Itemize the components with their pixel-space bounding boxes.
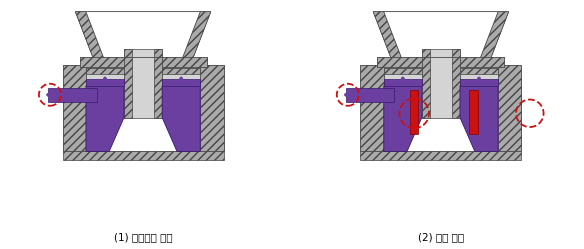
Bar (86, 68, 124, 75)
Polygon shape (477, 12, 509, 67)
Polygon shape (86, 86, 124, 151)
Bar (86, 64, 200, 151)
Bar (124, 57, 162, 118)
Bar (86, 68, 124, 75)
Bar (79, 57, 207, 67)
Bar (79, 57, 207, 67)
Polygon shape (373, 12, 405, 67)
Polygon shape (75, 12, 107, 67)
Bar (422, 49, 460, 57)
Bar (384, 68, 422, 75)
Bar (48, 88, 96, 102)
Bar (377, 57, 505, 67)
Bar (360, 64, 384, 151)
Bar (360, 64, 522, 151)
Bar (470, 90, 478, 134)
Bar (124, 49, 162, 57)
Bar (460, 74, 498, 86)
Polygon shape (75, 12, 211, 67)
Bar (460, 68, 498, 75)
Bar (86, 74, 124, 86)
Bar (62, 151, 224, 160)
Bar (162, 68, 200, 75)
Polygon shape (86, 12, 200, 67)
Bar (124, 49, 133, 57)
Bar (360, 151, 522, 160)
Bar (498, 64, 522, 151)
Bar (384, 64, 498, 151)
Bar (384, 74, 422, 86)
Bar (422, 49, 430, 57)
Bar (62, 64, 86, 151)
Bar (346, 88, 394, 102)
Bar (162, 79, 200, 86)
Bar (384, 68, 422, 75)
Bar (460, 68, 498, 75)
Bar (460, 79, 498, 86)
Bar (162, 74, 200, 86)
Bar (62, 64, 224, 151)
Bar (200, 64, 224, 151)
Bar (154, 57, 162, 118)
Bar (410, 90, 418, 134)
Polygon shape (460, 86, 498, 151)
Bar (124, 57, 133, 118)
Text: (1) 배출속도 지연: (1) 배출속도 지연 (114, 232, 172, 242)
Polygon shape (373, 12, 509, 67)
Polygon shape (384, 86, 422, 151)
Bar (451, 49, 460, 57)
Bar (422, 57, 460, 118)
Bar (451, 57, 460, 118)
Bar (384, 79, 422, 86)
Bar (162, 68, 200, 75)
Text: (2) 역류 발생: (2) 역류 발생 (418, 232, 464, 242)
Polygon shape (179, 12, 211, 67)
Bar (377, 57, 505, 67)
Bar (86, 79, 124, 86)
Polygon shape (384, 12, 498, 67)
Bar (422, 57, 430, 118)
Bar (154, 49, 162, 57)
Polygon shape (162, 86, 200, 151)
